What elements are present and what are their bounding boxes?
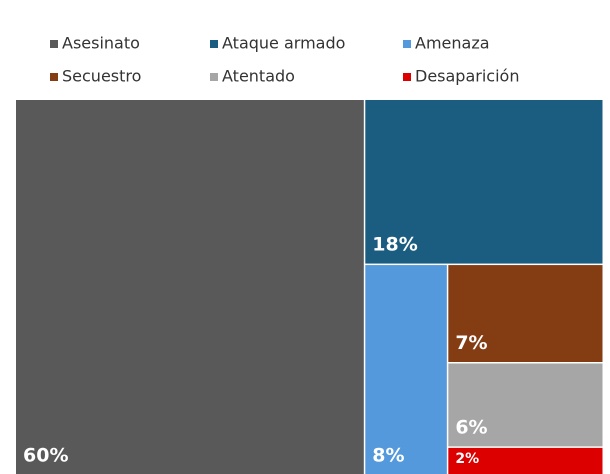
treemap-cell <box>448 265 603 363</box>
value-label: 6% <box>455 416 487 438</box>
legend-swatch <box>210 40 218 48</box>
value-label: 2% <box>455 451 479 467</box>
value-label: 18% <box>372 234 417 256</box>
legend-label: Desaparición <box>415 67 519 86</box>
legend-swatch <box>210 73 218 81</box>
legend-label: Asesinato <box>62 34 140 53</box>
legend-swatch <box>403 73 411 81</box>
treemap-cell <box>365 100 603 264</box>
treemap-cell <box>448 363 603 447</box>
legend-label: Secuestro <box>62 67 141 86</box>
treemap-cell <box>365 265 447 474</box>
legend-label: Ataque armado <box>222 34 345 53</box>
value-label: 60% <box>23 445 68 467</box>
legend-label: Amenaza <box>415 34 490 53</box>
treemap-cell <box>16 100 364 474</box>
legend-swatch <box>403 40 411 48</box>
legend-swatch <box>50 40 58 48</box>
value-label: 8% <box>372 445 404 467</box>
legend-label: Atentado <box>222 67 295 86</box>
legend-swatch <box>50 73 58 81</box>
treemap-cell <box>448 447 603 474</box>
value-label: 7% <box>455 332 487 354</box>
